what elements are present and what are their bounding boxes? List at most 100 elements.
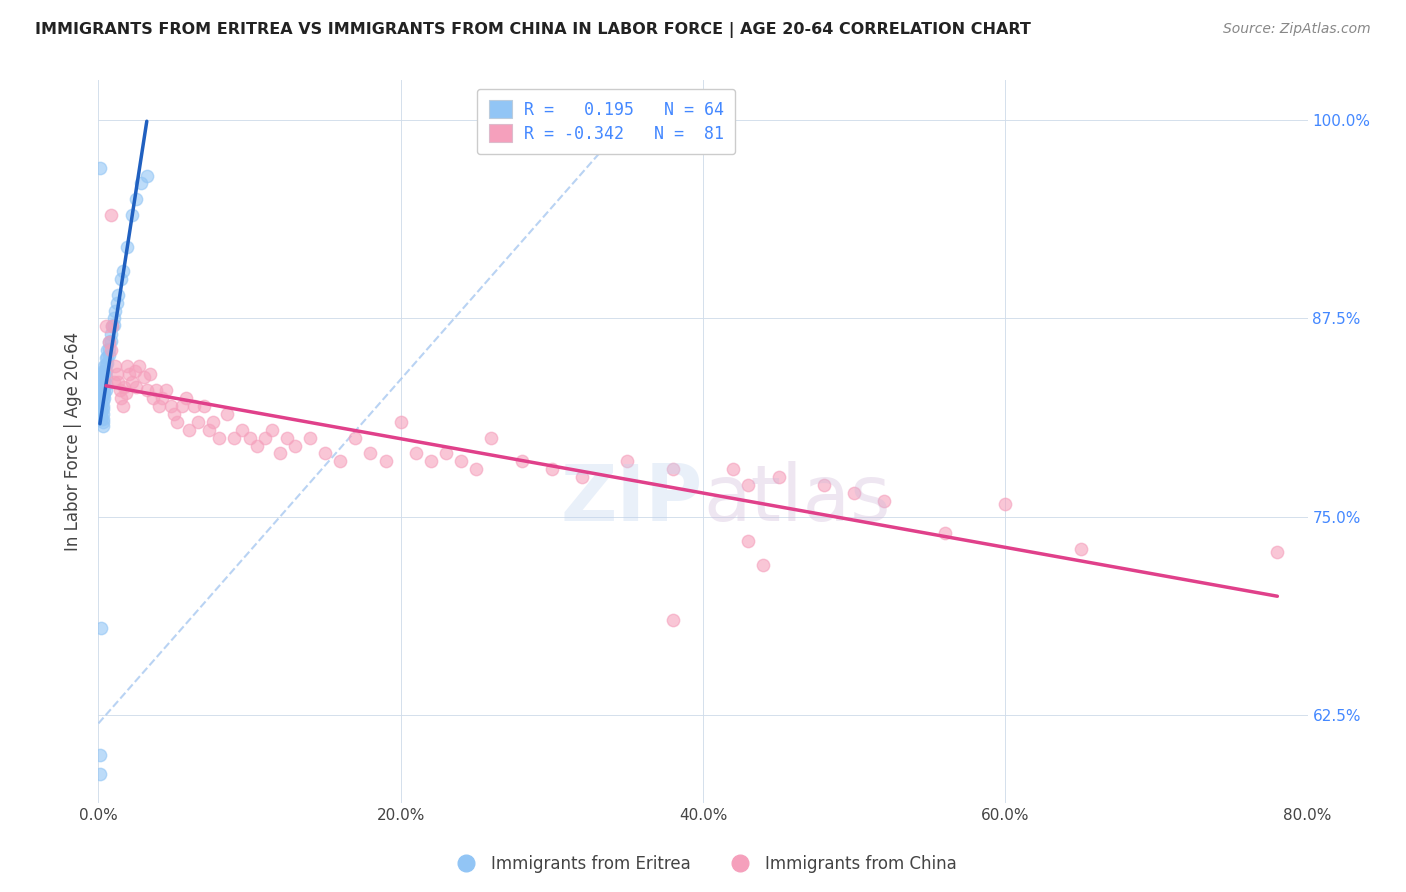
Point <box>616 454 638 468</box>
Point <box>121 208 143 222</box>
Point <box>90 395 112 409</box>
Point <box>105 367 128 381</box>
Point <box>91 380 114 394</box>
Point <box>239 431 262 445</box>
Point <box>405 446 427 460</box>
Point <box>125 193 148 207</box>
Point <box>110 391 132 405</box>
Point <box>540 462 562 476</box>
Point <box>768 470 790 484</box>
Point <box>89 748 111 763</box>
Point <box>93 391 115 405</box>
Point <box>420 454 443 468</box>
Point <box>813 478 835 492</box>
Point <box>202 415 225 429</box>
Point <box>90 373 112 387</box>
Point <box>89 370 111 384</box>
Point <box>89 375 111 389</box>
Point <box>111 264 134 278</box>
Point <box>262 423 284 437</box>
Text: Source: ZipAtlas.com: Source: ZipAtlas.com <box>1223 22 1371 37</box>
Point <box>96 356 118 370</box>
Point <box>103 375 125 389</box>
Text: ZIP: ZIP <box>561 461 703 537</box>
Point <box>96 350 118 364</box>
Point <box>174 391 197 405</box>
Point <box>314 446 336 460</box>
Point <box>98 335 121 350</box>
Point <box>90 403 112 417</box>
Point <box>94 383 117 397</box>
Point <box>90 391 112 405</box>
Point <box>329 454 352 468</box>
Point <box>481 431 503 445</box>
Point <box>510 454 533 468</box>
Point <box>118 367 141 381</box>
Point <box>465 462 488 476</box>
Point <box>91 399 114 413</box>
Point <box>160 399 183 413</box>
Point <box>100 334 122 348</box>
Point <box>450 454 472 468</box>
Point <box>101 319 124 334</box>
Point <box>103 318 125 332</box>
Point <box>139 367 162 381</box>
Point <box>148 399 170 413</box>
Point <box>94 351 117 366</box>
Point <box>104 359 127 373</box>
Point <box>94 370 117 384</box>
Point <box>93 372 115 386</box>
Point <box>115 240 138 254</box>
Point <box>434 446 457 460</box>
Point <box>91 384 114 399</box>
Point <box>93 386 115 401</box>
Point <box>284 438 307 452</box>
Point <box>187 415 209 429</box>
Point <box>90 367 112 381</box>
Text: atlas: atlas <box>703 461 890 537</box>
Point <box>179 423 201 437</box>
Point <box>844 486 866 500</box>
Point <box>114 386 136 401</box>
Point <box>90 386 112 401</box>
Point <box>125 380 148 394</box>
Point <box>98 335 121 350</box>
Legend: R =   0.195   N = 64, R = -0.342   N =  81: R = 0.195 N = 64, R = -0.342 N = 81 <box>477 88 735 154</box>
Point <box>91 419 114 434</box>
Point <box>107 375 129 389</box>
Point <box>91 394 114 409</box>
Point <box>994 497 1017 511</box>
Point <box>121 375 143 389</box>
Point <box>193 399 215 413</box>
Point <box>571 470 593 484</box>
Point <box>90 411 112 425</box>
Point <box>132 370 155 384</box>
Point <box>98 342 121 356</box>
Point <box>1070 541 1092 556</box>
Point <box>142 391 165 405</box>
Point <box>215 407 238 421</box>
Point <box>93 376 115 391</box>
Point <box>873 494 896 508</box>
Point <box>103 311 125 326</box>
Point <box>93 381 115 395</box>
Point <box>360 446 382 460</box>
Point <box>101 319 124 334</box>
Point <box>145 383 167 397</box>
Point <box>89 161 111 175</box>
Point <box>91 402 114 417</box>
Point <box>208 431 231 445</box>
Point <box>94 364 117 378</box>
Point <box>224 431 246 445</box>
Point <box>299 431 322 445</box>
Point <box>89 767 111 781</box>
Point <box>100 327 122 342</box>
Point <box>91 370 114 384</box>
Text: IMMIGRANTS FROM ERITREA VS IMMIGRANTS FROM CHINA IN LABOR FORCE | AGE 20-64 CORR: IMMIGRANTS FROM ERITREA VS IMMIGRANTS FR… <box>35 22 1031 38</box>
Point <box>135 383 157 397</box>
Point <box>129 177 152 191</box>
Point <box>124 364 146 378</box>
Point <box>91 407 114 421</box>
Point <box>170 399 193 413</box>
Point <box>108 383 131 397</box>
